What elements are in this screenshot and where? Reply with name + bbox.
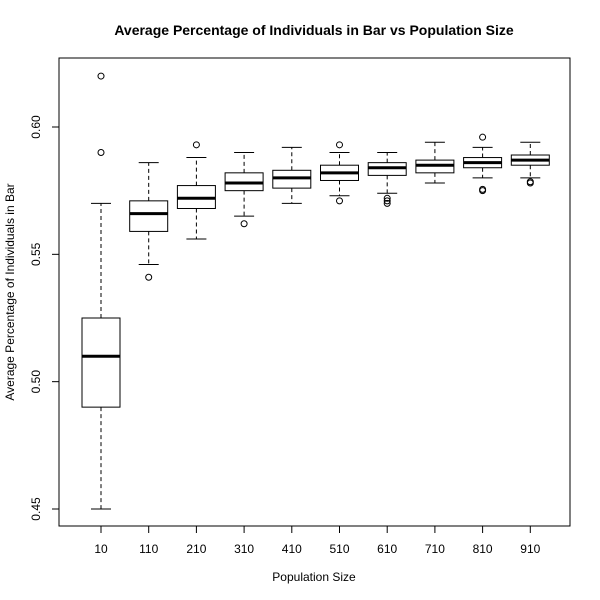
x-axis: 10 110 210 310 410 510 610 710 810 910 [94,526,541,556]
box-210 [176,141,216,240]
y-tick-label: 0.50 [29,370,43,394]
x-tick-label: 310 [234,542,254,556]
y-axis-label: Average Percentage of Individuals in Bar [3,183,17,400]
x-tick-label: 610 [377,542,397,556]
box-110 [129,162,169,281]
x-tick-label: 210 [186,542,206,556]
y-axis: 0.45 0.50 0.55 0.60 [29,115,59,521]
box-510 [320,141,359,205]
box-310 [224,151,264,228]
plot-frame [58,57,571,527]
outlier-point [240,220,248,228]
outlier-point [192,141,200,149]
outlier-point [526,178,534,186]
outlier-point [145,273,153,281]
outlier-point [383,199,391,207]
box-610 [367,151,407,207]
y-tick-label: 0.60 [29,115,43,139]
outlier-point [97,148,105,156]
iqr-box [81,317,121,408]
y-tick-label: 0.55 [29,242,43,266]
boxes-group [81,72,550,510]
outlier-point [383,197,391,205]
outlier-point [479,185,487,193]
outlier-point [479,133,487,141]
x-tick-label: 110 [139,542,158,556]
box-910 [510,141,550,187]
box-810 [463,133,503,195]
x-tick-label: 810 [473,542,493,556]
x-tick-label: 710 [425,542,445,556]
x-tick-label: 410 [282,542,302,556]
y-tick-label: 0.45 [29,497,43,521]
box-410 [272,146,312,204]
box-10 [81,72,121,510]
chart-title: Average Percentage of Individuals in Bar… [114,22,514,38]
x-tick-label: 910 [520,542,540,556]
outlier-point [97,72,105,80]
box-710 [415,141,455,184]
x-tick-label: 510 [329,542,349,556]
x-tick-label: 10 [94,542,108,556]
outlier-point [383,194,391,202]
outlier-point [336,141,343,149]
outlier-point [336,197,343,205]
x-axis-label: Population Size [272,570,356,584]
iqr-box [129,200,169,232]
